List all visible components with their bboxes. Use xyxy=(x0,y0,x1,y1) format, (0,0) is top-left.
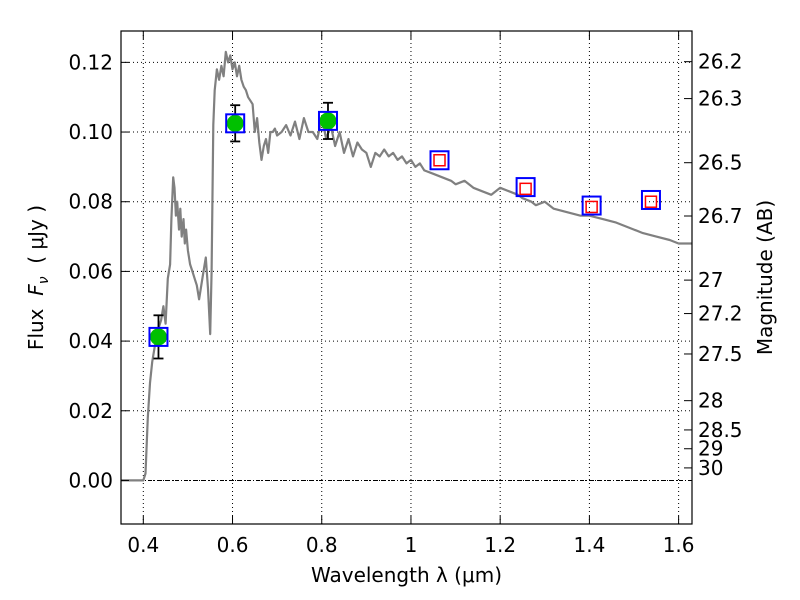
y-tick-label: 0.06 xyxy=(68,259,113,283)
y-axis-label-symbol: F xyxy=(24,284,48,296)
x-tick-label: 1.6 xyxy=(663,533,695,557)
y-tick-label: 0.02 xyxy=(68,399,113,423)
magnitude-axis-label: Magnitude (AB) xyxy=(753,200,777,355)
axis-ticks: 0.4 0.6 0.8 1 1.2 1.4 1.6 0.00 0.02 0.04 0.06 0.08 0… xyxy=(68,31,743,557)
model-flux-square xyxy=(640,189,661,210)
upper-limit-square xyxy=(644,195,658,208)
magnitude-tick-label: 27.2 xyxy=(698,302,743,326)
x-tick-label: 0.4 xyxy=(127,533,159,557)
upper-limit-square xyxy=(585,200,598,214)
y-axis-label-prefix: Flux xyxy=(24,296,48,350)
model-flux-square xyxy=(225,113,246,134)
magnitude-tick-label: 26.5 xyxy=(698,151,743,175)
magnitude-tick-label: 28.5 xyxy=(698,418,743,442)
sed-line xyxy=(121,50,692,482)
y-tick-label: 0.10 xyxy=(68,120,113,144)
photometry-points xyxy=(148,101,661,360)
magnitude-tick-label: 28 xyxy=(698,389,723,413)
y-axis-label-subscript: ν xyxy=(36,276,52,284)
observed-point xyxy=(319,112,337,130)
x-tick-label: 1.2 xyxy=(484,533,516,557)
y-tick-label: 0.04 xyxy=(68,329,113,353)
x-tick-label: 1.4 xyxy=(573,533,605,557)
observed-point xyxy=(226,114,244,132)
magnitude-tick-label: 26.7 xyxy=(698,204,743,228)
magnitude-tick-label: 26.2 xyxy=(698,50,743,74)
y-tick-label: 0.08 xyxy=(68,190,113,214)
model-flux-square xyxy=(317,110,338,131)
y-tick-label: 0.12 xyxy=(68,50,113,74)
model-flux-square xyxy=(429,150,450,171)
observed-point xyxy=(149,328,167,346)
upper-limit-square xyxy=(433,154,446,167)
y-axis-label-suffix: ( μJy ) xyxy=(24,205,48,277)
magnitude-tick-label: 29 xyxy=(698,437,723,461)
magnitude-tick-label: 27.5 xyxy=(698,342,743,366)
x-tick-label: 0.6 xyxy=(217,533,249,557)
model-flux-square xyxy=(515,177,536,198)
x-axis-label: Wavelength λ (μm) xyxy=(311,563,502,587)
magnitude-tick-label: 26.3 xyxy=(698,87,743,111)
model-flux-square xyxy=(148,326,169,347)
x-tick-label: 0.8 xyxy=(306,533,338,557)
model-flux-square xyxy=(581,195,602,216)
y-axis-label: Flux Fν ( μJy ) xyxy=(24,205,52,350)
model-sed-series xyxy=(121,50,692,482)
y-tick-label: 0.00 xyxy=(68,468,113,492)
upper-limit-square xyxy=(519,182,532,196)
magnitude-tick-label: 27 xyxy=(698,268,723,292)
x-tick-label: 1 xyxy=(405,533,418,557)
plot-frame xyxy=(120,30,693,525)
magnitude-tick-label: 30 xyxy=(698,456,723,480)
